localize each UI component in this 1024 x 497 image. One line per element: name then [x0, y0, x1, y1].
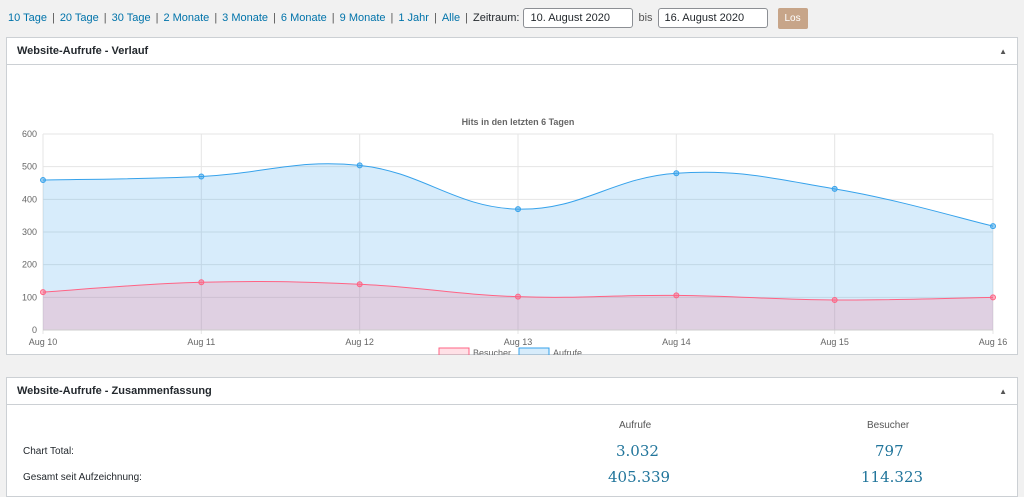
- y-tick-label: 100: [22, 292, 37, 302]
- separator: |: [331, 12, 335, 24]
- separator: |: [390, 12, 394, 24]
- chart-title: Hits in den letzten 6 Tagen: [462, 117, 575, 127]
- row-label: Chart Total:: [23, 446, 74, 457]
- data-point-aufrufe: [673, 170, 680, 177]
- data-point-besucher: [990, 294, 996, 301]
- range-link-3-monate[interactable]: 3 Monate: [222, 12, 269, 24]
- separator: |: [465, 12, 469, 24]
- triangle-up-icon[interactable]: ▲: [999, 46, 1007, 56]
- legend-label-besucher: Besucher: [473, 348, 511, 355]
- legend-swatch-besucher: [438, 347, 470, 355]
- chart-total-besucher: 797: [875, 442, 904, 460]
- series-area-aufrufe: [43, 163, 993, 330]
- summary-panel-header[interactable]: Website-Aufrufe - Zusammenfassung ▲: [7, 378, 1017, 405]
- triangle-up-icon[interactable]: ▲: [999, 386, 1007, 396]
- y-tick-label: 500: [22, 162, 37, 172]
- separator: |: [273, 12, 276, 24]
- bis-label: bis: [638, 12, 653, 24]
- y-tick-label: 0: [32, 325, 37, 335]
- chart-total-aufrufe: 3.032: [616, 442, 659, 460]
- summary-panel-title: Website-Aufrufe - Zusammenfassung: [17, 385, 212, 397]
- gesamt-besucher: 114.323: [861, 468, 924, 486]
- data-point-besucher: [515, 293, 521, 300]
- data-point-besucher: [198, 279, 205, 286]
- data-point-aufrufe: [515, 206, 521, 213]
- x-tick-label: Aug 13: [504, 337, 533, 347]
- data-point-aufrufe: [198, 173, 205, 180]
- data-point-besucher: [673, 292, 680, 299]
- range-link-6-monate[interactable]: 6 Monate: [280, 12, 327, 24]
- x-tick-label: Aug 14: [662, 337, 691, 347]
- range-link-9-monate[interactable]: 9 Monate: [339, 12, 386, 24]
- hits-area-chart: Hits in den letzten 6 Tagen 0 100 200 300 400…: [22, 117, 1008, 355]
- go-button[interactable]: Los: [777, 7, 808, 29]
- x-tick-label: Aug 16: [979, 337, 1008, 347]
- gesamt-aufrufe: 405.339: [608, 468, 671, 486]
- series-area-besucher: [43, 281, 993, 330]
- separator: |: [214, 12, 218, 24]
- data-point-aufrufe: [40, 177, 46, 184]
- row-label: Gesamt seit Aufzeichnung:: [23, 472, 142, 483]
- chart-panel: Website-Aufrufe - Verlauf ▲ Hits in den …: [6, 37, 1018, 355]
- col-header-aufrufe: Aufrufe: [619, 420, 652, 431]
- col-header-besucher: Besucher: [867, 420, 910, 431]
- range-link-30-tage[interactable]: 30 Tage: [111, 12, 151, 24]
- x-tick-label: Aug 10: [29, 337, 58, 347]
- data-point-besucher: [356, 281, 363, 288]
- summary-panel: Website-Aufrufe - Zusammenfassung ▲ Aufr…: [6, 377, 1018, 497]
- data-point-besucher: [40, 289, 46, 296]
- x-tick-label: Aug 15: [820, 337, 849, 347]
- x-tick-label: Aug 12: [345, 337, 374, 347]
- range-link-10-tage[interactable]: 10 Tage: [8, 12, 47, 24]
- range-link-20-tage[interactable]: 20 Tage: [59, 12, 99, 24]
- range-link-2-monate[interactable]: 2 Monate: [163, 12, 210, 24]
- date-from-input[interactable]: [523, 8, 634, 28]
- data-point-besucher: [831, 296, 838, 303]
- y-tick-label: 200: [22, 260, 37, 270]
- data-point-aufrufe: [831, 185, 838, 192]
- separator: |: [155, 12, 159, 24]
- y-tick-label: 400: [22, 194, 37, 204]
- x-tick-label: Aug 11: [187, 337, 215, 347]
- date-range-toolbar: 10 Tage | 20 Tage | 30 Tage | 2 Monate | 3 M…: [0, 6, 1024, 30]
- data-point-aufrufe: [356, 162, 363, 169]
- data-point-aufrufe: [990, 223, 996, 230]
- y-tick-label: 600: [22, 129, 37, 139]
- range-link-alle[interactable]: Alle: [441, 12, 461, 24]
- date-to-input[interactable]: [657, 8, 768, 28]
- legend-label-aufrufe: Aufrufe: [553, 348, 582, 355]
- chart-panel-header[interactable]: Website-Aufrufe - Verlauf ▲: [7, 38, 1017, 65]
- chart-panel-title: Website-Aufrufe - Verlauf: [17, 45, 149, 57]
- separator: |: [103, 12, 107, 24]
- y-tick-label: 300: [22, 227, 37, 237]
- zeitraum-label: Zeitraum:: [473, 12, 520, 24]
- separator: |: [51, 12, 55, 24]
- range-link-1-jahr[interactable]: 1 Jahr: [398, 12, 429, 24]
- separator: |: [433, 12, 437, 24]
- legend-swatch-aufrufe: [518, 347, 550, 355]
